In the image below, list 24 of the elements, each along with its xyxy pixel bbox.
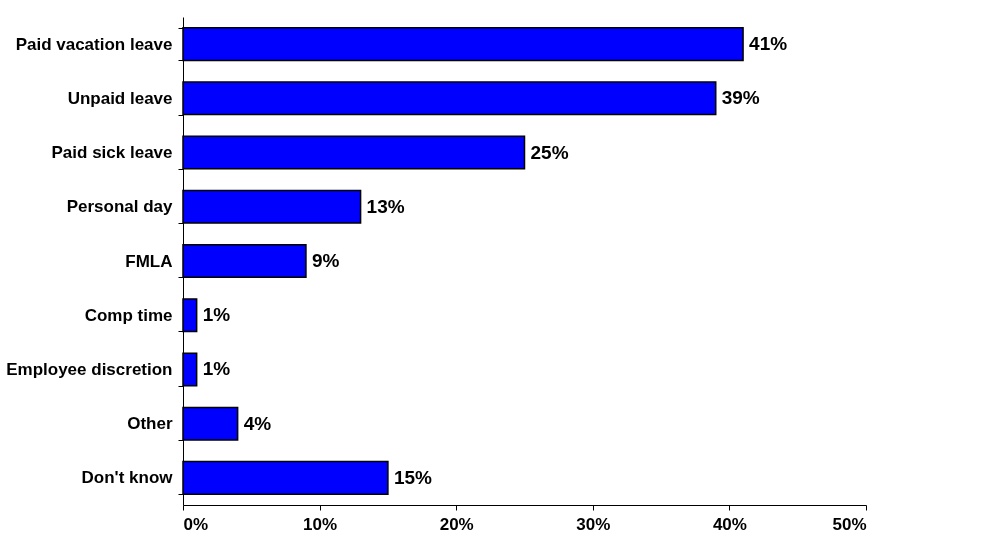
data-label: 13% (366, 195, 405, 217)
x-tick-label: 0% (183, 514, 209, 534)
data-label: 39% (721, 87, 760, 109)
data-label: 4% (243, 412, 272, 434)
y-tick-label: Unpaid leave (67, 88, 173, 108)
y-tick-label: Employee discretion (6, 359, 173, 379)
y-tick-label: Paid vacation leave (15, 34, 173, 54)
y-tick-label: Other (127, 414, 173, 434)
x-tick-label: 40% (712, 514, 747, 534)
y-tick-label: Personal day (66, 197, 174, 217)
y-tick-label: Comp time (84, 305, 173, 325)
x-tick-label: 10% (303, 514, 338, 534)
data-label: 1% (202, 358, 231, 380)
data-label: 9% (311, 250, 340, 271)
data-label: 25% (530, 141, 569, 163)
x-tick-label: 50% (832, 514, 867, 534)
data-label: 15% (393, 466, 433, 488)
y-tick-label: FMLA (125, 251, 173, 271)
y-tick-label: Paid sick leave (51, 143, 173, 163)
y-tick-label: Don't know (81, 468, 174, 488)
x-tick-label: 30% (576, 514, 611, 534)
data-label: 41% (749, 33, 788, 55)
data-label: 1% (202, 304, 231, 326)
x-tick-label: 20% (439, 514, 474, 534)
